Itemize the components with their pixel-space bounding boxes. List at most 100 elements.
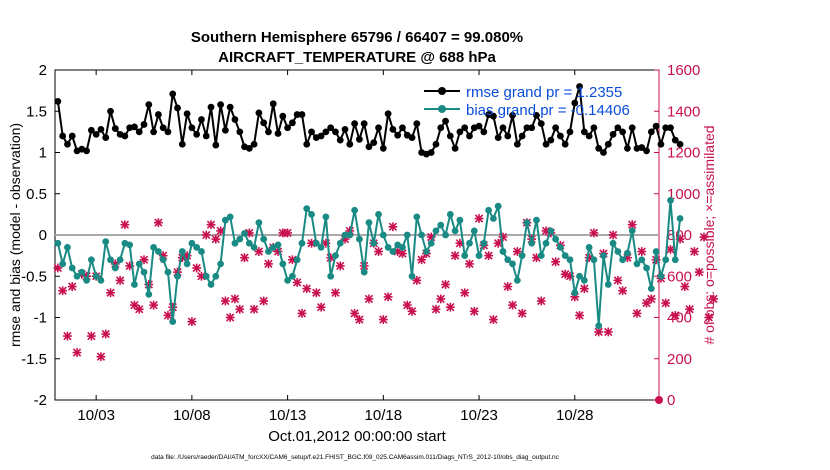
- right-tick-label: 400: [667, 310, 692, 327]
- rmse-point: [245, 144, 253, 152]
- rmse-point: [164, 128, 172, 136]
- bias-point: [327, 272, 335, 280]
- obs-assimilated-point: [302, 284, 312, 294]
- obs-assimilated-point: [187, 317, 197, 327]
- obs-assimilated-point: [249, 304, 259, 314]
- bias-point: [332, 252, 339, 260]
- bias-point: [418, 231, 426, 239]
- rmse-point: [442, 117, 449, 125]
- rmse-point: [131, 123, 138, 131]
- rmse-point: [466, 132, 473, 140]
- bias-point: [375, 210, 382, 218]
- bias-point: [202, 272, 210, 280]
- obs-assimilated-point: [63, 331, 72, 341]
- bias-point: [212, 272, 220, 280]
- obs-assimilated-point: [618, 286, 628, 296]
- rmse-point: [298, 111, 306, 118]
- bias-point: [83, 276, 90, 284]
- obs-assimilated-point: [58, 286, 68, 296]
- obs-assimilated-point: [512, 247, 522, 256]
- obs-assimilated-point: [316, 302, 326, 312]
- obs-assimilated-point: [292, 278, 302, 287]
- obs-final-point: [655, 396, 663, 404]
- bias-point: [207, 281, 215, 288]
- obs-assimilated-point: [331, 288, 340, 298]
- bias-point: [547, 227, 555, 235]
- rmse-point: [370, 139, 378, 147]
- obs-assimilated-point: [101, 329, 111, 339]
- obs-assimilated-point: [378, 315, 388, 324]
- rmse-point: [523, 124, 531, 132]
- rmse-point: [107, 107, 114, 115]
- obs-assimilated-point: [536, 296, 546, 306]
- rmse-point: [451, 144, 459, 152]
- obs-assimilated-point: [106, 288, 115, 298]
- rmse-point: [140, 121, 148, 128]
- rmse-point: [513, 140, 521, 148]
- obs-assimilated-point: [436, 294, 446, 304]
- rmse-point: [341, 125, 349, 133]
- rmse-point: [336, 136, 344, 144]
- bias-point: [624, 249, 631, 257]
- obs-assimilated-point: [613, 275, 623, 285]
- rmse-point: [169, 90, 177, 98]
- rmse-point: [159, 124, 167, 132]
- bias-point: [274, 241, 282, 249]
- obs-assimilated-point: [690, 247, 699, 256]
- rmse-point: [322, 128, 330, 136]
- rmse-point: [212, 141, 220, 149]
- bias-point: [64, 243, 71, 251]
- bias-point: [169, 318, 177, 326]
- bias-point: [150, 243, 157, 251]
- bias-point: [97, 276, 105, 284]
- rmse-point: [490, 112, 497, 120]
- bias-point: [600, 252, 607, 260]
- bias-point: [590, 256, 598, 264]
- bias-point: [619, 256, 627, 264]
- obs-assimilated-point: [575, 311, 584, 320]
- rmse-point: [609, 130, 617, 138]
- obs-assimilated-point: [163, 311, 173, 320]
- rmse-point: [576, 83, 583, 90]
- rmse-point: [193, 130, 201, 138]
- rmse-point: [413, 120, 421, 128]
- bias-point: [595, 322, 603, 330]
- bias-point: [341, 231, 349, 239]
- rmse-point: [643, 147, 650, 155]
- rmse-point: [652, 122, 660, 130]
- bias-point: [154, 248, 162, 255]
- bias-point: [217, 260, 224, 268]
- bias-point: [427, 239, 435, 247]
- obs-assimilated-point: [259, 296, 269, 306]
- bias-point: [284, 276, 292, 284]
- rmse-point: [600, 149, 607, 156]
- left-tick-label: 0: [39, 227, 47, 244]
- obs-assimilated-point: [235, 304, 245, 314]
- bias-point: [236, 235, 244, 243]
- obs-assimilated-point: [350, 308, 360, 318]
- obs-assimilated-point: [139, 255, 149, 265]
- obs-assimilated-point: [431, 304, 441, 314]
- obs-assimilated-point: [283, 228, 293, 238]
- obs-assimilated-point: [67, 282, 77, 291]
- x-tick-label: 10/08: [173, 407, 211, 424]
- rmse-point: [198, 116, 205, 123]
- rmse-point: [389, 125, 397, 133]
- rmse-point: [54, 97, 62, 105]
- chart-title-line1: Southern Hemisphere 65796 / 66407 = 99.0…: [191, 29, 523, 46]
- bias-point: [504, 256, 512, 264]
- left-tick-label: -0.5: [21, 268, 47, 285]
- rmse-point: [365, 143, 373, 151]
- bias-point: [188, 239, 196, 247]
- bias-point: [633, 260, 641, 268]
- bias-point: [561, 252, 569, 260]
- rmse-point: [408, 134, 416, 142]
- rmse-point: [552, 124, 560, 132]
- bias-point: [346, 231, 354, 239]
- rmse-point: [150, 128, 157, 136]
- bias-point: [537, 252, 545, 260]
- rmse-point: [533, 111, 540, 119]
- bias-point: [308, 210, 315, 218]
- bias-point: [317, 243, 325, 251]
- rmse-point: [332, 128, 339, 136]
